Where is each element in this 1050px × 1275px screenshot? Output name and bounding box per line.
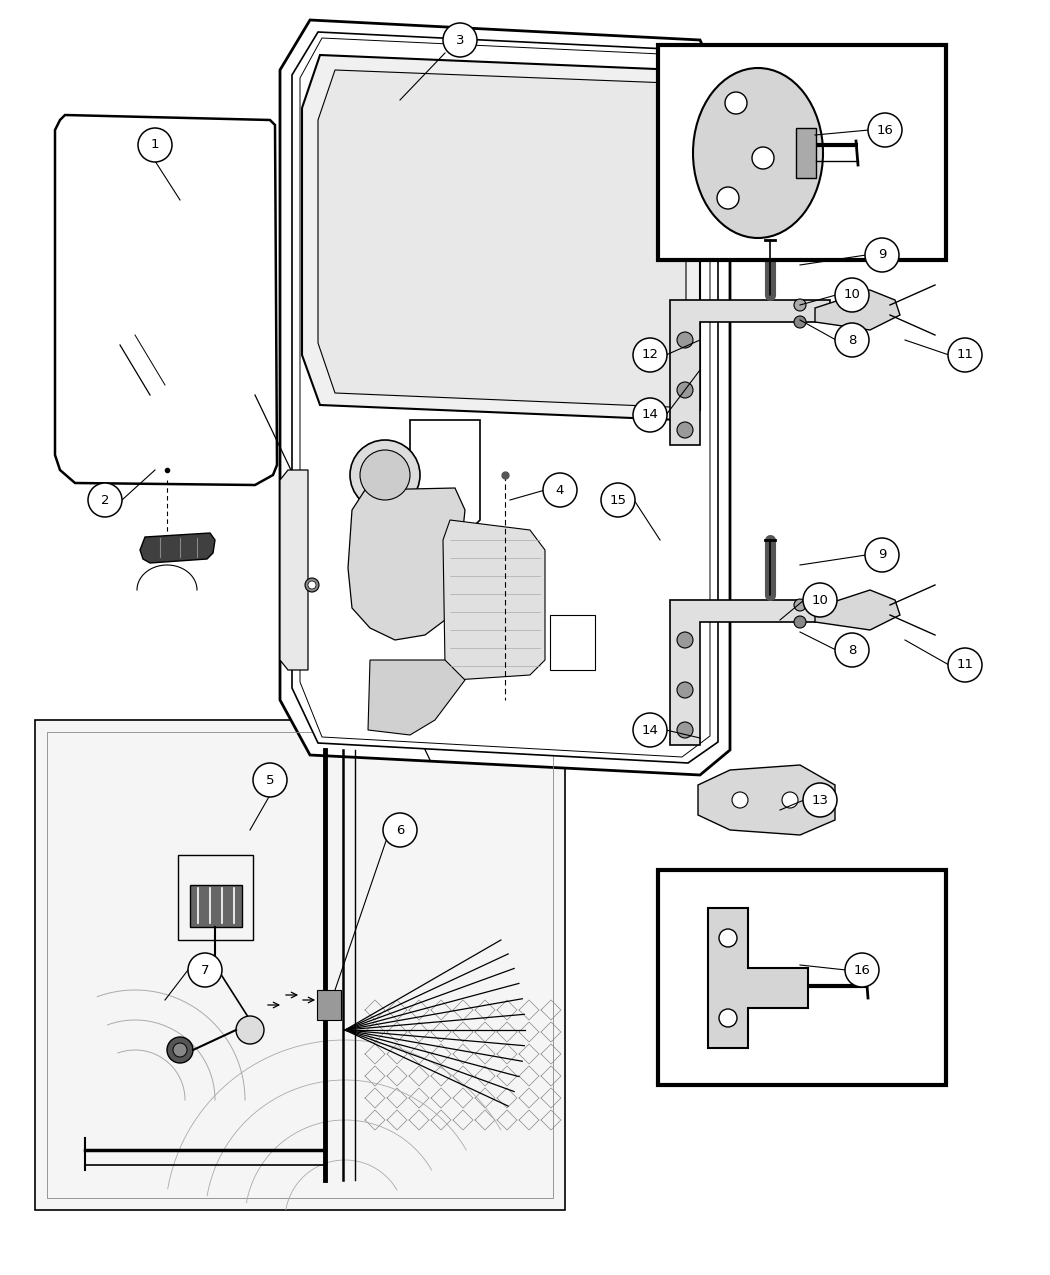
- Circle shape: [794, 616, 806, 629]
- Circle shape: [173, 1043, 187, 1057]
- Text: 13: 13: [812, 793, 828, 807]
- Bar: [47, 732, 553, 1198]
- Bar: [190, 885, 242, 927]
- Circle shape: [633, 398, 667, 432]
- Circle shape: [677, 682, 693, 697]
- Polygon shape: [300, 38, 710, 757]
- Circle shape: [677, 332, 693, 348]
- Polygon shape: [708, 908, 808, 1048]
- Circle shape: [308, 581, 316, 589]
- Bar: [550, 615, 595, 669]
- Text: 11: 11: [957, 658, 973, 672]
- Polygon shape: [670, 601, 830, 745]
- Polygon shape: [318, 70, 686, 407]
- Text: 8: 8: [847, 644, 856, 657]
- Text: 4: 4: [555, 483, 564, 496]
- Text: 14: 14: [642, 408, 658, 422]
- Text: 12: 12: [642, 348, 658, 362]
- Circle shape: [677, 382, 693, 398]
- Polygon shape: [698, 765, 835, 835]
- Text: 3: 3: [456, 33, 464, 46]
- Circle shape: [717, 187, 739, 209]
- Text: 6: 6: [396, 824, 404, 836]
- Polygon shape: [55, 115, 277, 485]
- Text: 5: 5: [266, 774, 274, 787]
- Polygon shape: [140, 533, 215, 564]
- Text: 7: 7: [201, 964, 209, 977]
- Circle shape: [835, 632, 869, 667]
- Circle shape: [835, 278, 869, 312]
- Circle shape: [88, 483, 122, 516]
- Polygon shape: [280, 20, 730, 775]
- Circle shape: [188, 952, 222, 987]
- Circle shape: [803, 783, 837, 817]
- Polygon shape: [280, 470, 308, 669]
- Circle shape: [794, 300, 806, 311]
- Polygon shape: [443, 520, 545, 680]
- Circle shape: [677, 632, 693, 648]
- Text: 9: 9: [878, 249, 886, 261]
- Circle shape: [948, 338, 982, 372]
- Circle shape: [236, 1016, 264, 1044]
- Polygon shape: [368, 660, 465, 734]
- Circle shape: [360, 450, 410, 500]
- Ellipse shape: [693, 68, 823, 238]
- Circle shape: [677, 722, 693, 738]
- Circle shape: [845, 952, 879, 987]
- Circle shape: [868, 113, 902, 147]
- Text: 1: 1: [151, 139, 160, 152]
- Polygon shape: [815, 289, 900, 330]
- Bar: [178, 856, 253, 940]
- Bar: [658, 45, 946, 260]
- Bar: [317, 989, 341, 1020]
- Polygon shape: [348, 488, 465, 640]
- Text: 14: 14: [642, 723, 658, 737]
- Circle shape: [253, 762, 287, 797]
- Circle shape: [794, 599, 806, 611]
- Bar: [658, 870, 946, 1085]
- Text: 2: 2: [101, 493, 109, 506]
- Polygon shape: [410, 419, 480, 530]
- Text: 8: 8: [847, 334, 856, 347]
- Circle shape: [633, 713, 667, 747]
- Circle shape: [304, 578, 319, 592]
- Circle shape: [677, 422, 693, 439]
- Polygon shape: [292, 32, 718, 762]
- Bar: [35, 720, 565, 1210]
- Text: 16: 16: [854, 964, 870, 977]
- Circle shape: [350, 440, 420, 510]
- Polygon shape: [670, 300, 830, 445]
- Circle shape: [835, 323, 869, 357]
- Circle shape: [601, 483, 635, 516]
- Circle shape: [543, 473, 578, 507]
- Circle shape: [719, 929, 737, 947]
- Circle shape: [865, 238, 899, 272]
- Circle shape: [732, 792, 748, 808]
- Text: 10: 10: [843, 288, 860, 301]
- Polygon shape: [796, 128, 816, 178]
- Text: 11: 11: [957, 348, 973, 362]
- Circle shape: [752, 147, 774, 170]
- Circle shape: [138, 128, 172, 162]
- Text: 16: 16: [877, 124, 894, 136]
- Circle shape: [167, 1037, 193, 1063]
- Circle shape: [443, 23, 477, 57]
- Circle shape: [794, 316, 806, 328]
- Circle shape: [633, 338, 667, 372]
- Circle shape: [948, 648, 982, 682]
- Circle shape: [865, 538, 899, 572]
- Circle shape: [724, 92, 747, 113]
- Text: 15: 15: [609, 493, 627, 506]
- Polygon shape: [815, 590, 900, 630]
- Circle shape: [782, 792, 798, 808]
- Polygon shape: [302, 55, 700, 419]
- Circle shape: [803, 583, 837, 617]
- Circle shape: [719, 1009, 737, 1026]
- Text: 9: 9: [878, 548, 886, 561]
- Text: 10: 10: [812, 593, 828, 607]
- Circle shape: [383, 813, 417, 847]
